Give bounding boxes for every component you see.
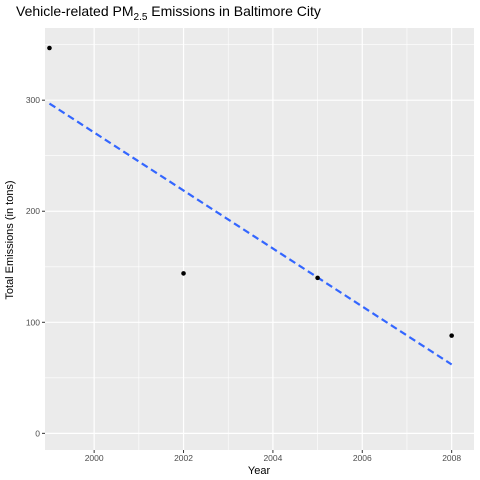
plot-area: 2000 2002 2004 2006 2008 0 100 200 300 bbox=[26, 28, 474, 463]
x-tick-label: 2000 bbox=[85, 453, 104, 463]
x-tick-label: 2008 bbox=[442, 453, 461, 463]
x-axis-title: Year bbox=[248, 465, 271, 477]
data-point bbox=[181, 271, 186, 276]
x-tick-label: 2004 bbox=[263, 453, 282, 463]
y-axis-title: Total Emissions (in tons) bbox=[4, 180, 16, 299]
plot-panel bbox=[45, 28, 474, 450]
data-point bbox=[47, 45, 52, 51]
y-tick-label: 200 bbox=[26, 206, 40, 216]
y-tick-label: 300 bbox=[26, 95, 40, 105]
trend-line bbox=[48, 102, 453, 366]
chart-title: Vehicle-related PM2.5 Emissions in Balti… bbox=[16, 3, 321, 23]
data-point bbox=[449, 333, 454, 338]
data-point bbox=[315, 275, 320, 281]
x-tick-label: 2006 bbox=[353, 453, 372, 463]
x-tick-label: 2002 bbox=[174, 453, 193, 463]
y-tick-label: 0 bbox=[35, 428, 40, 438]
y-tick-label: 100 bbox=[26, 317, 40, 327]
